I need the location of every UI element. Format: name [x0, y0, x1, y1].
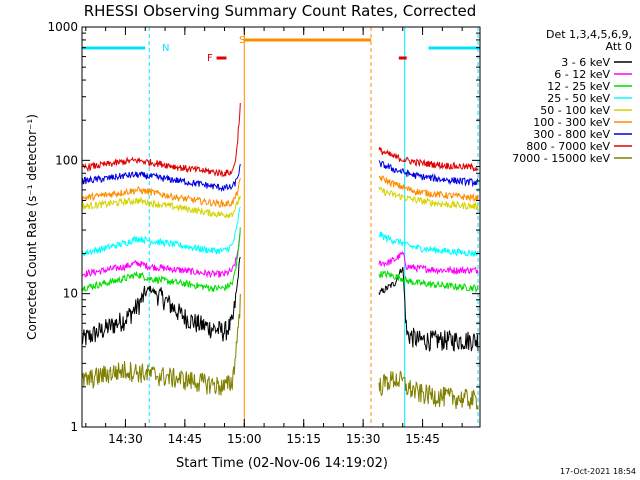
series-800-7000keV-before	[81, 102, 241, 178]
y-tick-label-1: 1	[70, 420, 78, 434]
series-100-300keV-before	[81, 177, 241, 208]
y-tick-label-1000: 1000	[47, 20, 78, 34]
y-tick-label-100: 100	[55, 153, 78, 167]
series-7000-15000keV-before	[81, 293, 241, 396]
legend-label-6: 100 - 300 keV	[533, 116, 610, 129]
series-6-12keV-before	[81, 231, 241, 279]
series-3-6keV-after	[378, 267, 479, 352]
x-tick-label-15:15: 15:15	[286, 432, 321, 446]
series-50-100keV-before	[81, 195, 241, 220]
series-800-7000keV-after	[378, 147, 479, 173]
y-axis-label: Corrected Count Rate (s⁻¹ detector⁻¹)	[25, 114, 39, 340]
plot-area	[82, 27, 480, 427]
legend-label-9: 7000 - 15000 keV	[512, 152, 610, 165]
series-300-800keV-before	[81, 163, 241, 193]
legend-header-line-1: Det 1,3,4,5,6,9,	[546, 28, 632, 41]
legend-label-1: 3 - 6 keV	[561, 56, 610, 69]
plot-background	[82, 27, 480, 427]
annotation-s: S	[239, 35, 245, 46]
x-tick-label-15:00: 15:00	[227, 432, 262, 446]
x-tick-label-14:30: 14:30	[108, 432, 143, 446]
legend-label-3: 12 - 25 keV	[547, 80, 610, 93]
series-7000-15000keV-after	[378, 370, 479, 410]
legend-label-5: 50 - 100 keV	[540, 104, 610, 117]
legend-label-4: 25 - 50 keV	[547, 92, 610, 105]
x-tick-label-15:30: 15:30	[346, 432, 381, 446]
series-12-25keV-before	[81, 227, 241, 293]
annotation-n: N	[162, 43, 169, 54]
series-3-6keV-before	[81, 256, 241, 346]
series-25-50keV-before	[81, 206, 241, 257]
axes-frame	[81, 26, 481, 428]
legend-label-8: 800 - 7000 keV	[526, 140, 610, 153]
legend-header-line-2: Att 0	[606, 40, 632, 53]
series-300-800keV-after	[378, 160, 479, 188]
series-50-100keV-after	[378, 186, 479, 211]
series-layer	[81, 102, 479, 410]
legend-label-2: 6 - 12 keV	[554, 68, 610, 81]
series-100-300keV-after	[378, 174, 479, 203]
x-tick-label-15:45: 15:45	[405, 432, 440, 446]
legend-label-7: 300 - 800 keV	[533, 128, 610, 141]
axes: 1 10 100 1000 14:30 14:45 15:00 15:15 15:30 15:45	[47, 20, 481, 446]
x-axis-label: Start Time (02-Nov-06 14:19:02)	[176, 456, 388, 471]
chart-title: RHESSI Observing Summary Count Rates, Co…	[84, 2, 477, 20]
x-tick-label-14:45: 14:45	[168, 432, 203, 446]
series-12-25keV-after	[378, 269, 479, 294]
series-6-12keV-after	[378, 250, 479, 276]
annotation-f: F	[207, 53, 213, 64]
series-25-50keV-after	[378, 231, 479, 258]
event-overlays: N F S	[82, 27, 480, 427]
y-tick-label-10: 10	[63, 287, 78, 301]
footer-date: 17-Oct-2021 18:54	[560, 467, 636, 476]
